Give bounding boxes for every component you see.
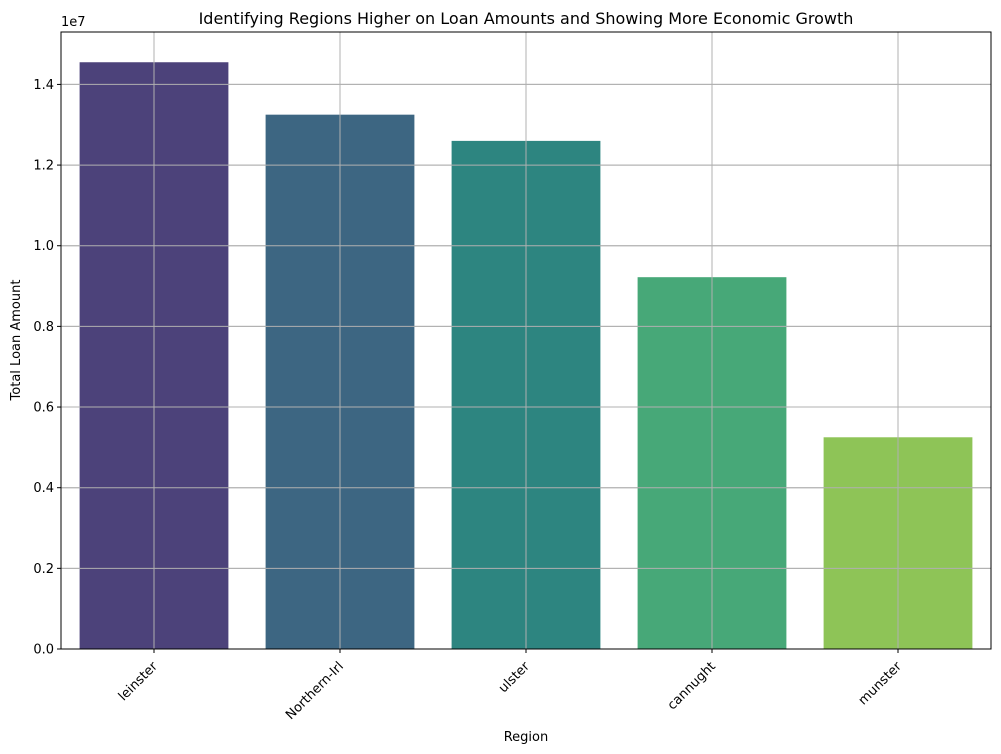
x-tick-label: Northern-Irl bbox=[283, 659, 347, 723]
x-tick-label: munster bbox=[856, 659, 906, 709]
y-tick-label: 0.0 bbox=[33, 643, 54, 658]
x-axis-ticks: leinster Northern-Irl ulster cannught munste… bbox=[116, 649, 905, 723]
y-tick-label: 1.4 bbox=[33, 78, 54, 93]
x-gridlines-overlay bbox=[153, 32, 899, 649]
y-tick-label: 1.0 bbox=[33, 239, 54, 254]
y-tick-label: 0.2 bbox=[33, 562, 54, 577]
y-offset-label: 1e7 bbox=[61, 15, 86, 30]
y-tick-label: 0.4 bbox=[33, 481, 54, 496]
chart-title: Identifying Regions Higher on Loan Amoun… bbox=[199, 9, 854, 28]
y-tick-label: 1.2 bbox=[33, 159, 54, 174]
y-tick-label: 0.8 bbox=[33, 320, 54, 335]
x-axis-label: Region bbox=[504, 730, 549, 745]
x-tick-label: cannught bbox=[665, 659, 719, 713]
y-gridlines-overlay bbox=[61, 83, 991, 650]
y-axis-label: Total Loan Amount bbox=[9, 280, 24, 402]
x-tick-label: leinster bbox=[116, 659, 161, 704]
x-tick-label: ulster bbox=[496, 659, 533, 696]
y-tick-label: 0.6 bbox=[33, 401, 54, 416]
y-axis-ticks: 0.0 0.2 0.4 0.6 0.8 1.0 1.2 1.4 bbox=[33, 78, 61, 658]
